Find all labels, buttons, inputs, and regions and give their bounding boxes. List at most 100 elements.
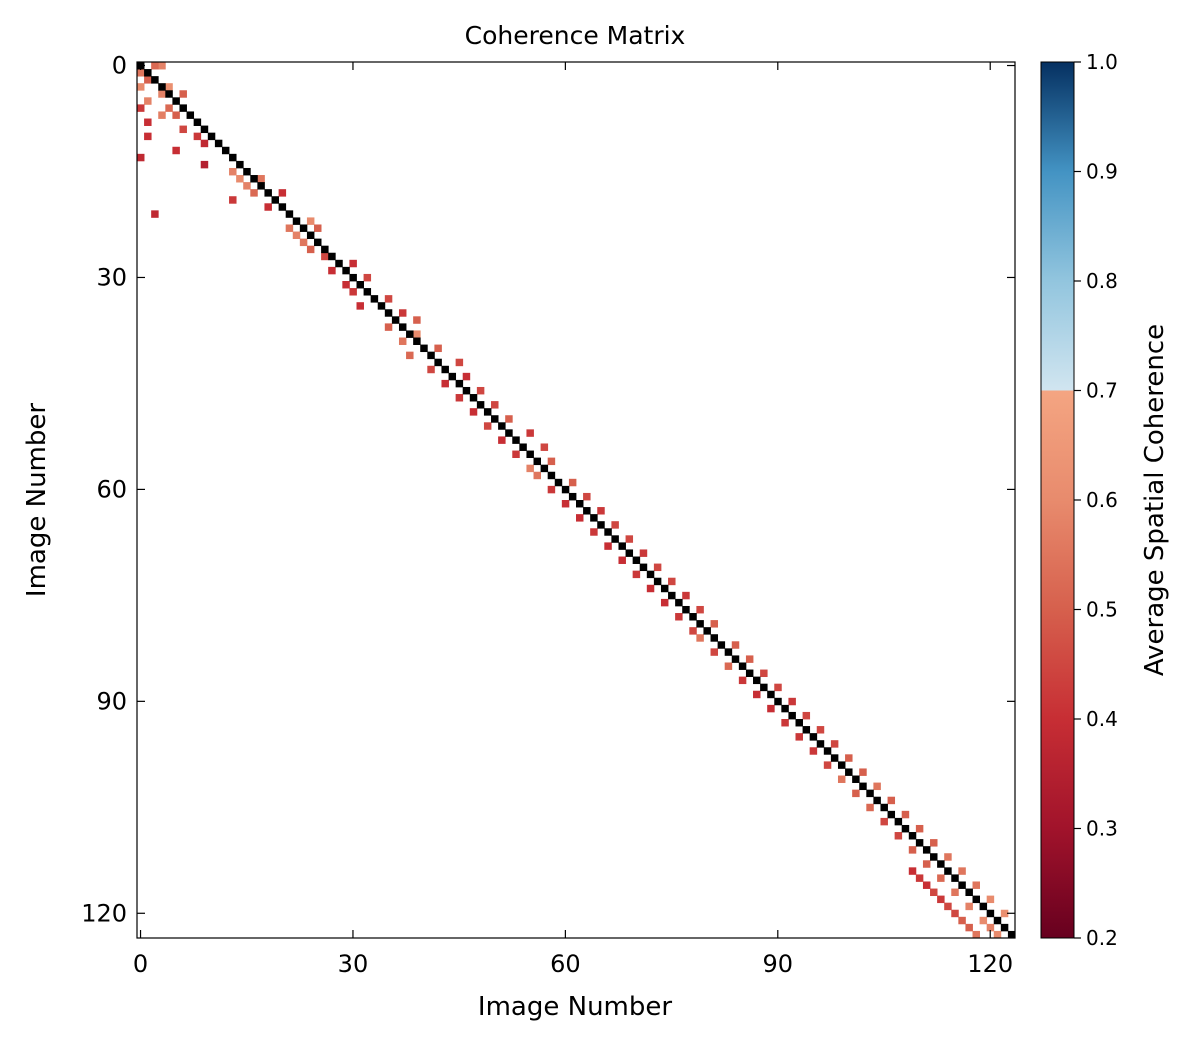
diagonal-cell <box>597 521 605 529</box>
diagonal-cell <box>604 528 612 536</box>
colorbar-tick-label: 0.5 <box>1086 598 1118 622</box>
diagonal-cell <box>717 641 726 649</box>
colorbar-tick-label: 0.6 <box>1086 488 1118 512</box>
diagonal-cell <box>901 824 910 833</box>
diagonal-cell <box>229 153 237 162</box>
heatmap-cell <box>979 916 988 925</box>
diagonal-cell <box>455 379 464 388</box>
heatmap-cell <box>760 669 768 678</box>
diagonal-cell <box>660 584 669 593</box>
heatmap-cell <box>887 796 896 805</box>
diagonal-cell <box>802 726 811 734</box>
diagonal-cell <box>611 535 619 543</box>
diagonal-cell <box>264 189 272 197</box>
heatmap-cell <box>243 182 251 190</box>
diagonal-cell <box>922 846 931 854</box>
heatmap-cell <box>462 372 471 381</box>
diagonal-cell <box>186 111 195 119</box>
heatmap-cell <box>264 203 272 211</box>
heatmap-cell <box>349 259 357 268</box>
heatmap-cell <box>590 528 598 536</box>
diagonal-cell <box>533 457 541 466</box>
diagonal-cell <box>413 337 421 345</box>
diagonal-cell <box>767 690 775 699</box>
y-tick-label: 120 <box>81 899 127 927</box>
diagonal-cell <box>505 429 513 437</box>
heatmap-cell <box>915 874 924 882</box>
heatmap-cell <box>144 97 152 105</box>
heatmap-cell <box>179 90 187 98</box>
heatmap-cell <box>880 817 888 826</box>
diagonal-cell <box>625 549 634 557</box>
diagonal-cell <box>845 768 853 776</box>
heatmap-cell <box>845 754 853 762</box>
heatmap-cell <box>922 860 931 868</box>
heatmap-cell <box>944 902 952 911</box>
diagonal-cell <box>328 252 336 261</box>
heatmap-cell <box>285 224 294 232</box>
heatmap-cell <box>306 245 315 254</box>
x-tick-label: 60 <box>550 950 581 978</box>
diagonal-cell <box>724 648 733 656</box>
heatmap-cell <box>958 916 966 925</box>
heatmap-cell <box>434 344 442 353</box>
plot-frame <box>136 61 1016 939</box>
diagonal-cell <box>760 683 768 692</box>
heatmap-cell <box>491 401 499 409</box>
heatmap-cell <box>908 867 917 875</box>
heatmap-cell <box>823 761 832 769</box>
heatmap-cell <box>427 365 435 374</box>
diagonal-cell <box>526 450 534 459</box>
diagonal-cell <box>214 139 223 148</box>
heatmap-cell <box>469 408 478 416</box>
y-tick-label: 0 <box>112 52 127 80</box>
heatmap-cell <box>965 923 973 932</box>
x-axis-label: Image Number <box>478 992 672 1022</box>
heatmap-cell <box>802 711 811 720</box>
diagonal-cell <box>852 775 860 783</box>
diagonal-cell <box>427 351 435 360</box>
heatmap-cell <box>837 775 846 783</box>
diagonal-cell <box>632 556 641 564</box>
heatmap-plot-area: 0 30 60 90 120 0 30 60 90 120 <box>81 52 1016 978</box>
heatmap-cell <box>561 500 570 508</box>
heatmap-cell <box>951 909 959 918</box>
diagonal-cell <box>866 789 874 798</box>
heatmap-cell <box>363 273 372 282</box>
diagonal-cell <box>144 69 152 77</box>
diagonal-cell <box>292 217 301 225</box>
heatmap-cell <box>873 782 881 791</box>
diagonal-cell <box>972 895 980 904</box>
diagonal-cell <box>993 916 1002 925</box>
diagonal-cell <box>554 478 563 487</box>
heatmap-cell <box>852 789 860 798</box>
diagonal-cell <box>668 591 676 600</box>
diagonal-cell <box>420 344 428 353</box>
diagonal-cell <box>583 507 591 515</box>
heatmap-cell <box>675 613 683 621</box>
diagonal-cell <box>498 422 506 430</box>
diagonal-cell <box>299 224 308 232</box>
diagonal-cell <box>540 464 549 473</box>
colorbar-label: Average Spatial Coherence <box>1140 324 1170 676</box>
diagonal-cell <box>391 316 400 324</box>
diagonal-cell <box>675 598 683 607</box>
diagonal-cell <box>434 358 442 367</box>
diagonal-cell <box>930 853 938 861</box>
y-axis-label: Image Number <box>22 403 52 597</box>
heatmap-cell <box>1000 909 1009 918</box>
heatmap-cell <box>533 471 541 480</box>
diagonal-cell <box>830 754 839 762</box>
heatmap-cell <box>632 570 641 579</box>
heatmap-cell <box>611 521 619 529</box>
y-tick-label: 60 <box>96 475 127 503</box>
colorbar: 0.2 0.3 0.4 0.5 0.6 0.7 0.8 0.9 1.0 Average Spat… <box>1040 50 1170 950</box>
heatmap-cell <box>306 217 315 225</box>
heatmap-cell <box>696 605 704 614</box>
heatmap-cell <box>894 832 903 840</box>
heatmap-cell <box>583 492 591 501</box>
heatmap-cell <box>915 824 924 833</box>
diagonal-cell <box>753 676 761 685</box>
heatmap-cell <box>597 507 605 515</box>
colorbar-tick-label: 0.2 <box>1086 926 1118 950</box>
